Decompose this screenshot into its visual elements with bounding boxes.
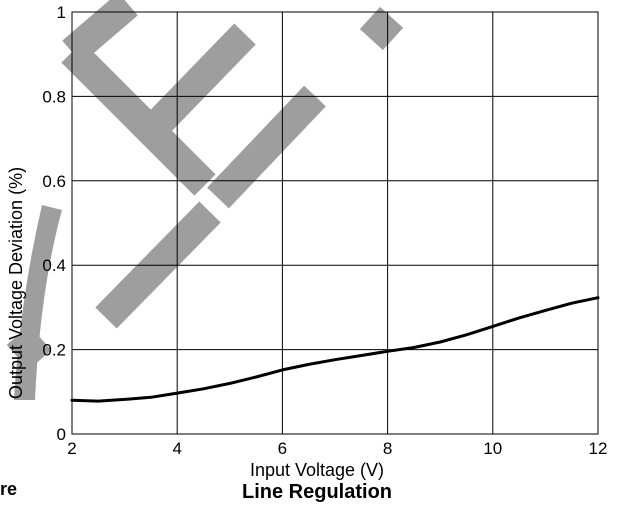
chart-title: Line Regulation <box>242 481 392 503</box>
draft-watermark <box>6 0 404 400</box>
plot-border <box>71 11 599 435</box>
y-axis-label: Output Voltage Deviation (%) <box>6 167 26 399</box>
y-tick-label: 0.6 <box>42 172 66 191</box>
x-tick-label: 8 <box>383 439 392 458</box>
series-line <box>70 296 600 403</box>
watermark-stroke-4 <box>359 6 404 51</box>
watermark-stroke-1 <box>61 41 216 196</box>
y-tick-label: 0 <box>57 425 66 444</box>
x-axis-label: Input Voltage (V) <box>250 460 384 480</box>
grid <box>71 11 599 435</box>
x-tick-label: 4 <box>172 439 181 458</box>
y-tick-label: 0.4 <box>42 256 66 275</box>
y-tick-label: 0.8 <box>42 87 66 106</box>
x-tick-label: 2 <box>67 439 76 458</box>
watermark-stroke-2 <box>139 23 256 143</box>
neighbor-caption-fragment: re <box>0 479 17 499</box>
x-tick-label: 6 <box>278 439 287 458</box>
y-tick-labels: 0 0.2 0.4 0.6 0.8 1 <box>42 3 66 444</box>
x-tick-label: 12 <box>589 439 608 458</box>
watermark-swoosh <box>14 205 62 400</box>
x-tick-labels: 2 4 6 8 10 12 <box>67 439 607 458</box>
y-tick-label: 1 <box>57 3 66 22</box>
x-tick-label: 10 <box>483 439 502 458</box>
y-tick-label: 0.2 <box>42 341 66 360</box>
watermark-stroke-3 <box>207 85 326 209</box>
